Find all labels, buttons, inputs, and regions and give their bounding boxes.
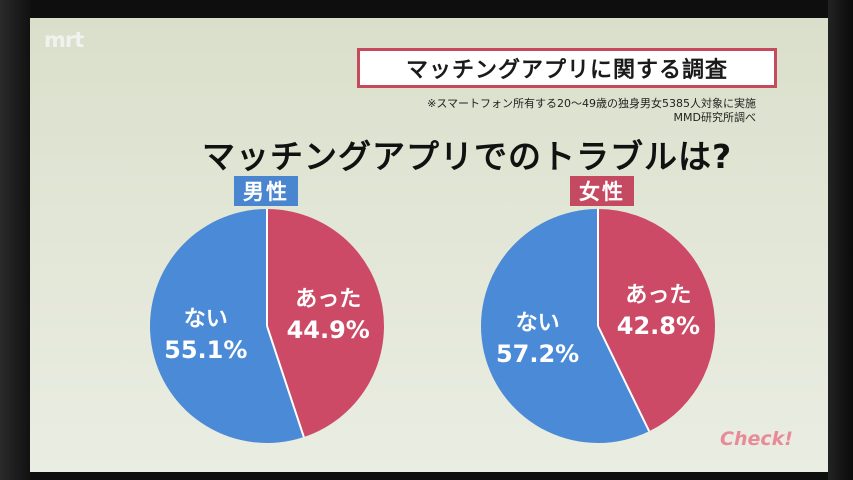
female-slice-value-0: 42.8% <box>617 312 700 340</box>
male-slice-value-0: 44.9% <box>287 316 370 344</box>
female-slice-label-0: あった <box>625 283 691 308</box>
female-slice-divider-1 <box>597 325 651 432</box>
title-box: マッチングアプリに関する調査 <box>357 48 777 88</box>
right-bezel <box>828 0 853 480</box>
female-slice-label-1: ない <box>516 311 560 336</box>
page-title: マッチングアプリに関する調査 <box>405 58 728 83</box>
male-slice-label-1: ない <box>184 307 228 332</box>
female-pie-slice-1 <box>481 209 650 443</box>
check-logo: Check! <box>720 428 793 450</box>
male-slice-divider-1 <box>266 325 305 438</box>
female-slice-value-1: 57.2% <box>496 340 579 368</box>
question-heading: マッチングアプリでのトラブルは? <box>202 137 733 176</box>
male-slice-label-0: あった <box>295 287 361 312</box>
male-badge: 男性 <box>234 176 298 206</box>
channel-logo: mrt <box>44 28 84 52</box>
survey-source: MMD研究所調べ <box>673 111 756 124</box>
female-pie-slice-0 <box>598 209 715 432</box>
left-bezel <box>0 0 30 480</box>
male-pie-slice-1 <box>150 209 304 443</box>
female-badge: 女性 <box>570 176 634 206</box>
male-slice-value-1: 55.1% <box>164 336 247 364</box>
screen-panel <box>30 18 828 472</box>
male-pie-slice-0 <box>267 209 385 438</box>
survey-note: ※スマートフォン所有する20～49歳の独身男女5385人対象に実施 <box>427 97 756 110</box>
